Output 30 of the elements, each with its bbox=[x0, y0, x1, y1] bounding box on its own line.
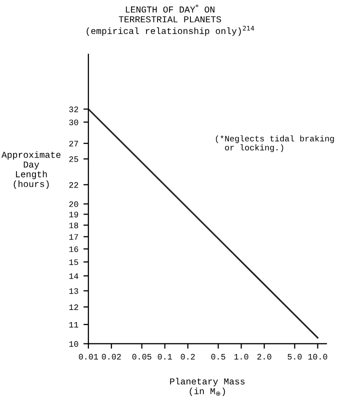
y-tick-label: 18 bbox=[69, 222, 78, 228]
y-tick-label: 25 bbox=[69, 156, 78, 162]
y-axis-title: Approximate Day Length (hours) bbox=[1, 151, 60, 189]
x-tick-label: 10.0 bbox=[308, 354, 328, 360]
y-tick-label: 17 bbox=[69, 234, 78, 240]
y-tick-label: 22 bbox=[69, 182, 78, 188]
y-tick-label: 16 bbox=[69, 246, 78, 252]
x-tick-label: 5.0 bbox=[288, 354, 302, 360]
y-tick-label: 11 bbox=[69, 322, 78, 328]
annotation: (*Neglects tidal braking or locking.) bbox=[216, 135, 334, 152]
y-tick-label: 19 bbox=[69, 212, 78, 218]
x-tick-label: 0.01 bbox=[78, 354, 98, 360]
y-tick-label: 12 bbox=[69, 304, 78, 310]
x-tick-label: 0.02 bbox=[102, 354, 121, 360]
y-tick-label: 13 bbox=[69, 288, 78, 294]
x-tick-label: 0.2 bbox=[180, 354, 195, 360]
y-tick-label: 15 bbox=[69, 259, 78, 266]
x-tick-label: 2.0 bbox=[257, 354, 272, 360]
y-tick-label: 10 bbox=[69, 341, 78, 347]
x-tick-label: 0.05 bbox=[132, 354, 152, 360]
x-axis-title: Planetary Mass (in M$_{⊕}$) bbox=[170, 378, 245, 396]
y-tick-label: 20 bbox=[69, 201, 78, 208]
y-tick-label: 32 bbox=[69, 106, 78, 112]
x-tick-label: 0.5 bbox=[211, 354, 226, 360]
y-tick-label: 30 bbox=[69, 120, 78, 126]
x-tick-label: 1.0 bbox=[234, 354, 248, 360]
x-tick-label: 0.1 bbox=[158, 354, 172, 360]
y-tick-label: 14 bbox=[69, 273, 78, 279]
chart-title: LENGTH OF DAY$^{*}$ ON TERRESTRIAL PLANETS (empirical relationship only)$^{214}$ bbox=[86, 4, 254, 36]
y-tick-label: 27 bbox=[69, 140, 78, 146]
